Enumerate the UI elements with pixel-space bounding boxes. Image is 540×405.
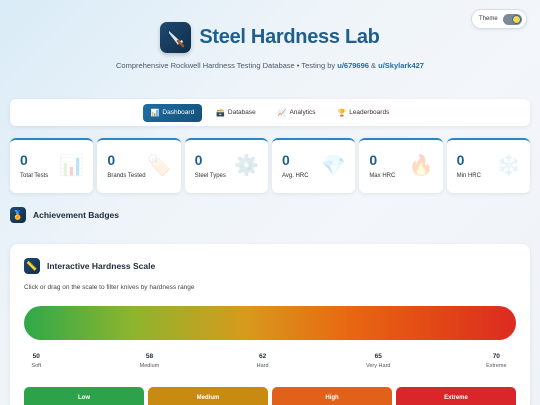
tick-hard: 62 Hard xyxy=(257,353,269,369)
stat-min-hrc: 0 Min HRC ❄️ xyxy=(446,138,530,193)
snowflake-icon: ❄️ xyxy=(496,155,521,177)
main-nav: 📊 Dashboard 🗃️ Database 📈 Analytics 🏆 Le… xyxy=(10,99,530,126)
tick-value: 70 xyxy=(492,353,500,360)
stat-label: Steel Types xyxy=(194,173,226,179)
app-header: Steel Hardness Lab xyxy=(0,22,540,53)
tick-name: Hard xyxy=(256,363,269,369)
stat-value: 0 xyxy=(107,152,116,168)
stat-max-hrc: 0 Max HRC 🔥 xyxy=(359,138,443,193)
hardness-range-buttons: Low Medium High Extreme xyxy=(24,387,516,405)
theme-label: Theme xyxy=(479,16,498,22)
tick-name: Extreme xyxy=(486,363,507,369)
and-text: & xyxy=(368,61,379,70)
achievements-header: 🏅 Achievement Badges xyxy=(10,207,119,223)
stat-brands-tested: 0 Brands Tested 🏷️ xyxy=(97,138,181,193)
subtitle: Comprehensive Rockwell Hardness Testing … xyxy=(0,61,540,70)
subtitle-text: Comprehensive Rockwell Hardness Testing … xyxy=(116,61,338,70)
stat-value: 0 xyxy=(194,152,203,168)
tick-value: 58 xyxy=(145,353,154,360)
tick-medium: 58 Medium xyxy=(140,353,160,369)
tab-label: Database xyxy=(227,109,256,116)
range-extreme-button[interactable]: Extreme xyxy=(396,387,516,405)
stat-value: 0 xyxy=(281,152,290,168)
tick-value: 65 xyxy=(374,353,382,360)
scale-ticks: 50 Soft 58 Medium 62 Hard 65 Very Hard 7… xyxy=(24,353,516,373)
range-high-button[interactable]: High xyxy=(272,387,392,405)
range-low-button[interactable]: Low xyxy=(24,387,144,405)
knife-logo-icon xyxy=(160,22,192,53)
analytics-icon: 📈 xyxy=(277,109,287,117)
stats-row: 0 Total Tests 📊 0 Brands Tested 🏷️ 0 Ste… xyxy=(10,138,530,193)
database-icon: 🗃️ xyxy=(216,109,225,117)
ruler-icon: 📏 xyxy=(24,258,40,274)
tick-name: Medium xyxy=(139,363,160,369)
trophy-icon: 🏆 xyxy=(337,109,347,117)
stat-label: Max HRC xyxy=(369,173,396,179)
tick-very-hard: 65 Very Hard xyxy=(366,353,390,369)
theme-knob xyxy=(512,14,521,24)
scale-title: Interactive Hardness Scale xyxy=(47,261,156,271)
stat-value: 0 xyxy=(369,152,378,168)
hardness-scale-card: 📏 Interactive Hardness Scale Click or dr… xyxy=(10,244,530,405)
tab-leaderboards[interactable]: 🏆 Leaderboards xyxy=(329,104,397,122)
fire-icon: 🔥 xyxy=(408,155,434,177)
tick-soft: 50 Soft xyxy=(31,353,41,369)
tab-database[interactable]: 🗃️ Database xyxy=(208,104,264,122)
stat-label: Total Tests xyxy=(20,173,49,179)
author-link-2[interactable]: u/Skylark427 xyxy=(378,61,424,70)
stat-total-tests: 0 Total Tests 📊 xyxy=(10,138,94,193)
chart-icon: 📊 xyxy=(150,109,160,117)
tab-dashboard[interactable]: 📊 Dashboard xyxy=(142,103,203,122)
achievements-title: Achievement Badges xyxy=(33,210,119,220)
tab-label: Dashboard xyxy=(162,109,195,116)
tag-icon: 🏷️ xyxy=(146,155,172,177)
stat-label: Min HRC xyxy=(456,173,481,179)
hardness-scale-bar[interactable] xyxy=(24,306,516,340)
app-title: Steel Hardness Lab xyxy=(199,26,380,48)
tick-name: Very Hard xyxy=(366,363,391,369)
gem-icon: 💎 xyxy=(321,155,347,177)
theme-toggle[interactable]: Theme xyxy=(471,9,527,29)
medal-icon: 🏅 xyxy=(10,207,26,223)
tick-value: 50 xyxy=(32,353,40,360)
range-medium-button[interactable]: Medium xyxy=(148,387,268,405)
chart-icon: 📊 xyxy=(59,155,85,177)
tick-name: Soft xyxy=(31,363,42,369)
theme-switch[interactable] xyxy=(502,13,522,25)
gear-icon: ⚙️ xyxy=(234,155,259,177)
stat-avg-hrc: 0 Avg. HRC 💎 xyxy=(271,138,356,193)
stat-label: Brands Tested xyxy=(107,173,146,179)
tab-analytics[interactable]: 📈 Analytics xyxy=(270,104,324,122)
stat-label: Avg. HRC xyxy=(281,173,309,179)
stat-value: 0 xyxy=(456,152,465,168)
author-link-1[interactable]: u/679696 xyxy=(337,61,369,70)
stat-value: 0 xyxy=(20,152,28,168)
tick-value: 62 xyxy=(258,353,267,360)
tick-extreme: 70 Extreme xyxy=(486,353,506,369)
scale-description: Click or drag on the scale to filter kni… xyxy=(24,284,195,291)
stat-steel-types: 0 Steel Types ⚙️ xyxy=(184,138,268,193)
tab-label: Analytics xyxy=(289,109,316,116)
tab-label: Leaderboards xyxy=(349,109,390,116)
scale-header: 📏 Interactive Hardness Scale xyxy=(24,258,155,274)
